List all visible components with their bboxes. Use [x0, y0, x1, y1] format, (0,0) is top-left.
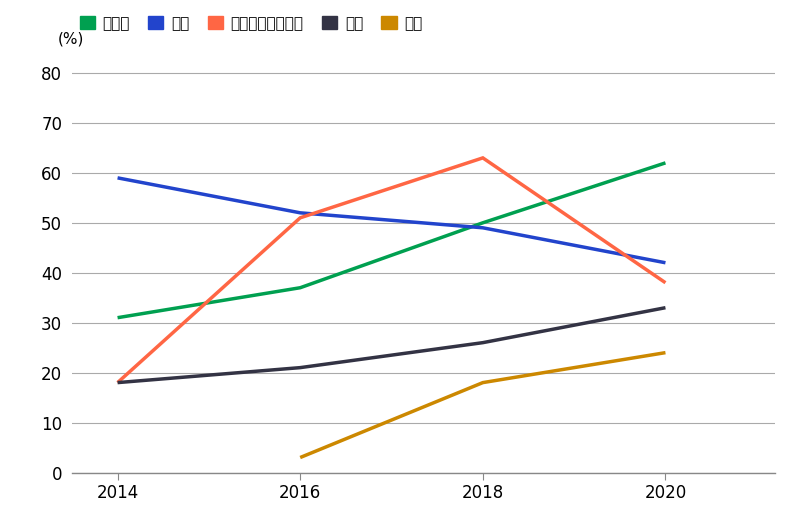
Legend: カナダ, 欧州, オーストララシア, 米国, 日本: カナダ, 欧州, オーストララシア, 米国, 日本: [80, 16, 423, 31]
Text: (%): (%): [58, 32, 84, 47]
